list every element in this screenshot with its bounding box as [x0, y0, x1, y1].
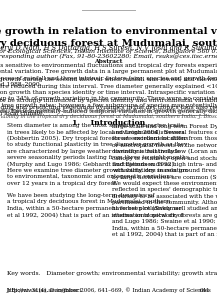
Text: Centre for Ecological Sciences, Indian Institute of Science, Bangalore 560 012, : Centre for Ecological Sciences, Indian I…	[0, 49, 217, 54]
Text: Key words. Diameter growth; environmental variability; growth strategy; rainfall: Key words. Diameter growth; environmenta…	[7, 271, 217, 276]
Text: Patterns of tree growth in relation to environmental variability in the
tropical: Patterns of tree growth in relation to e…	[0, 27, 217, 48]
Text: Cheryl D Nath, H S Dattaraja, H S Suresh, N V Joshi and R Sukumar*: Cheryl D Nath, H S Dattaraja, H S Suresh…	[0, 44, 217, 52]
Text: J. Biosci. 31(4), December 2006, 641–669, © Indian Academy of Sciences: J. Biosci. 31(4), December 2006, 641–669…	[6, 288, 211, 293]
Text: Growth rates appear to be strongly influenced by species identity and environmen: Growth rates appear to be strongly influ…	[0, 98, 217, 116]
Text: http://www.ias.ac.in/jbiosci: http://www.ias.ac.in/jbiosci	[7, 288, 82, 293]
Text: *Corresponding author (Fax, 91-80-23602280; Email, rsuks@ces.iisc.ernet.in): *Corresponding author (Fax, 91-80-236022…	[0, 53, 217, 59]
Text: Most trees had lowest growth during the second interval when rainfall was lowest: Most trees had lowest growth during the …	[0, 77, 217, 120]
Text: 641: 641	[200, 288, 210, 293]
Text: Stem diameter is among the most sensitive character traits
in trees likely to be: Stem diameter is among the most sensitiv…	[7, 123, 188, 218]
Text: 1.    Introduction: 1. Introduction	[72, 119, 145, 127]
Text: Tree diameter growth is sensitive to environmental fluctuations and tropical dry: Tree diameter growth is sensitive to env…	[0, 63, 217, 87]
Text: large-scale and long-term Forest Dynamics Plots (Condit
and Leigh 2004). Several: large-scale and long-term Forest Dynamic…	[112, 123, 217, 237]
Text: Abstract: Abstract	[94, 59, 123, 64]
Text: [Nath C D, Dattaraja H S, Suresh H S, Joshi N V and Sukumar R 2006 Patterns of t: [Nath C D, Dattaraja H S, Suresh H S, Jo…	[0, 108, 217, 119]
